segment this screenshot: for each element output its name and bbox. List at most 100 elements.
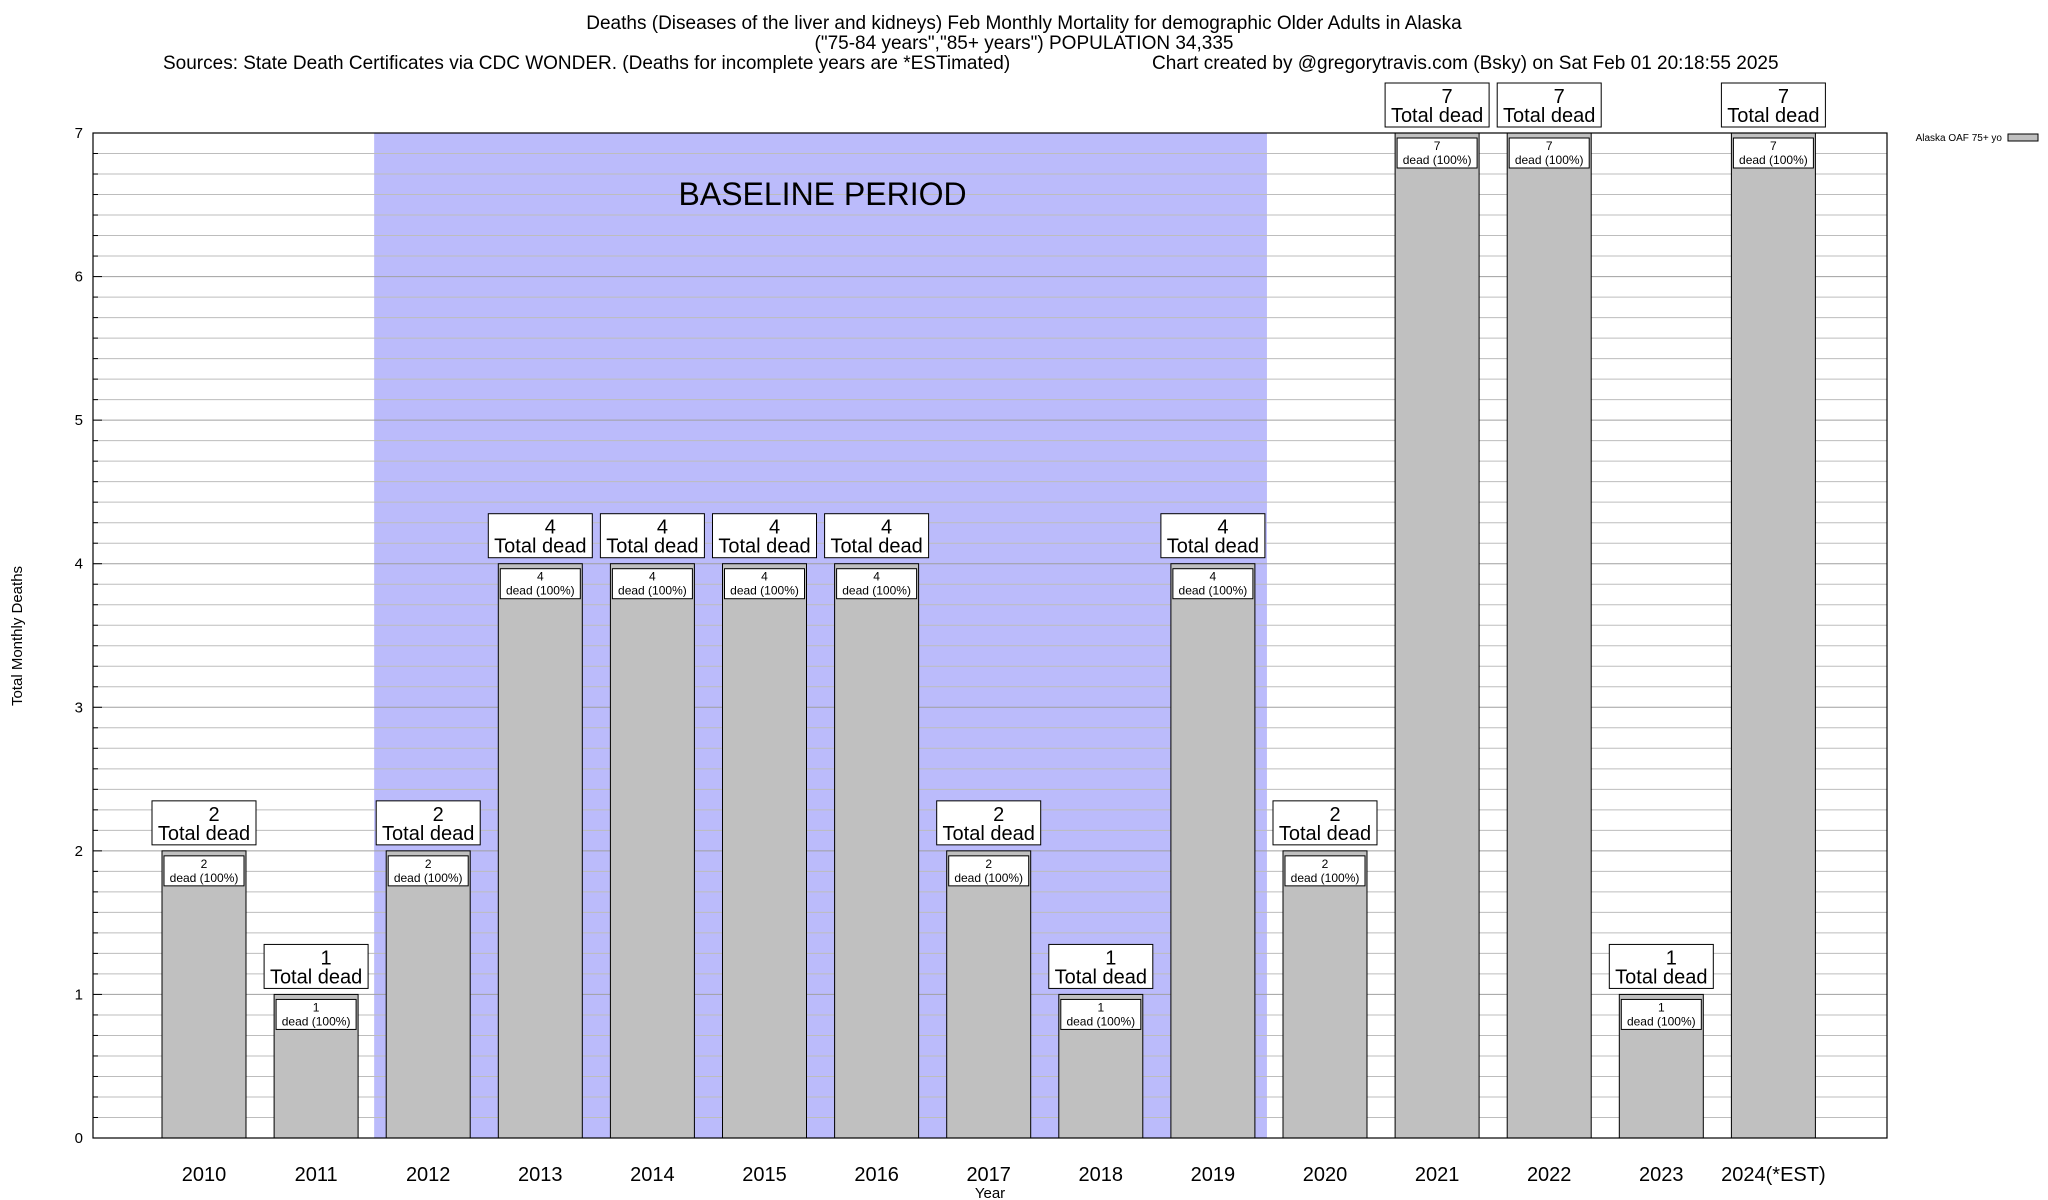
bar-top-label: Total dead [943, 823, 1035, 845]
bar-inner-value: 1 [1097, 1000, 1104, 1014]
bar [609, 563, 695, 1139]
bar-top-label: Total dead [606, 536, 698, 558]
y-tick-label: 4 [75, 556, 83, 573]
bar-top-label-box [824, 513, 930, 559]
x-tick-label: 2019 [1191, 1164, 1236, 1186]
bar [1170, 563, 1256, 1139]
x-tick-label: 2015 [742, 1164, 787, 1186]
bar-top-label: Total dead [158, 823, 250, 845]
x-tick-label: 2014 [630, 1164, 675, 1186]
bar-inner-label: dead (100%) [1627, 1014, 1696, 1028]
chart-title: Deaths (Diseases of the liver and kidney… [586, 13, 1462, 34]
bar-inner-label: dead (100%) [170, 871, 239, 885]
legend-label: Alaska OAF 75+ yo [1916, 133, 2003, 144]
bar-inner-label-box [1508, 137, 1590, 169]
bar-top-label-box [1272, 800, 1378, 846]
bar-top-label: Total dead [1279, 823, 1371, 845]
bar-top-value: 4 [657, 517, 668, 539]
bar-inner-label-box [1620, 998, 1702, 1030]
bar-top-value: 1 [1105, 947, 1116, 969]
bar [834, 563, 920, 1139]
bar-inner-value: 4 [537, 570, 544, 584]
bar-top-label-box [375, 800, 481, 846]
y-tick-label: 6 [75, 269, 83, 286]
bar [497, 563, 583, 1139]
bar-top-label: Total dead [1615, 966, 1707, 988]
bar-top-label: Total dead [1503, 105, 1595, 127]
bar-top-value: 7 [1778, 86, 1789, 108]
x-tick-label: 2012 [406, 1164, 451, 1186]
bar-inner-label: dead (100%) [954, 871, 1023, 885]
bar-top-label-box [1160, 513, 1266, 559]
bar-top-value: 1 [321, 947, 332, 969]
bar-top-label-box [151, 800, 257, 846]
x-tick-label: 2011 [295, 1164, 338, 1186]
bar-top-label: Total dead [1727, 105, 1819, 127]
x-tick-label: 2013 [518, 1164, 563, 1186]
bar-top-label-box [1608, 943, 1714, 989]
y-tick-label: 7 [75, 125, 83, 142]
bar [1394, 132, 1480, 1139]
x-tick-label: 2016 [854, 1164, 899, 1186]
y-axis-label: Total Monthly Deaths [9, 566, 26, 706]
x-tick-label: 2020 [1303, 1164, 1348, 1186]
bar-inner-label-box [1284, 855, 1366, 887]
bar-top-value: 7 [1442, 86, 1453, 108]
bar-inner-label: dead (100%) [1739, 153, 1808, 167]
bar-inner-label: dead (100%) [394, 871, 463, 885]
bar-top-label-box [712, 513, 817, 559]
bar-inner-label-box [724, 568, 805, 600]
legend-swatch [2007, 133, 2039, 142]
bar-inner-label-box [1396, 137, 1478, 169]
chart-sources: Sources: State Death Certificates via CD… [163, 53, 1011, 74]
bar-top-value: 2 [1329, 804, 1340, 826]
bar-top-value: 4 [1217, 517, 1228, 539]
bar-inner-label-box [387, 855, 469, 887]
bar-top-value: 4 [545, 517, 556, 539]
bar-inner-label: dead (100%) [1179, 584, 1248, 598]
bar-inner-label: dead (100%) [730, 584, 799, 598]
bar [722, 563, 807, 1139]
bar-inner-label: dead (100%) [842, 584, 911, 598]
y-tick-label: 2 [75, 843, 83, 860]
x-axis-label: Year [975, 1185, 1005, 1200]
bar-inner-label-box [1732, 137, 1814, 169]
bar-top-label: Total dead [718, 536, 810, 558]
bar-inner-value: 2 [985, 857, 992, 871]
bar-top-label-box [599, 513, 705, 559]
bar-inner-value: 4 [1210, 570, 1217, 584]
bar-inner-label-box [275, 998, 357, 1030]
bar [161, 850, 247, 1139]
bar-inner-value: 7 [1434, 139, 1441, 153]
bar-inner-value: 4 [873, 570, 880, 584]
bar-top-label-box [1384, 82, 1490, 128]
bar-top-label: Total dead [270, 966, 362, 988]
bar-inner-label: dead (100%) [1403, 153, 1472, 167]
bar-top-label: Total dead [1167, 536, 1259, 558]
chart-subtitle: ("75-84 years","85+ years") POPULATION 3… [814, 33, 1234, 54]
bar-inner-label-box [1060, 998, 1142, 1030]
bar [1506, 132, 1592, 1139]
y-tick-label: 0 [75, 1130, 83, 1147]
x-tick-label: 2010 [182, 1164, 227, 1186]
bar-inner-value: 2 [201, 857, 208, 871]
bar-inner-label: dead (100%) [1515, 153, 1584, 167]
x-tick-label: 2018 [1079, 1164, 1124, 1186]
bar-top-label-box [1048, 943, 1154, 989]
bar-inner-label: dead (100%) [282, 1014, 351, 1028]
baseline-label: BASELINE PERIOD [679, 176, 967, 212]
bar-inner-label-box [1172, 568, 1254, 600]
bar [1730, 132, 1816, 1139]
bar-top-label: Total dead [494, 536, 586, 558]
bar-inner-value: 4 [761, 570, 768, 584]
bar-inner-label-box [948, 855, 1030, 887]
bar-inner-label: dead (100%) [618, 584, 687, 598]
bar-top-value: 1 [1666, 947, 1677, 969]
chart-credit: Chart created by @gregorytravis.com (Bsk… [1152, 53, 1779, 74]
bar-inner-value: 2 [425, 857, 432, 871]
bar-inner-label-box [836, 568, 918, 600]
bar [1282, 850, 1368, 1139]
bar-inner-label: dead (100%) [1291, 871, 1360, 885]
bar-top-label-box [487, 513, 593, 559]
